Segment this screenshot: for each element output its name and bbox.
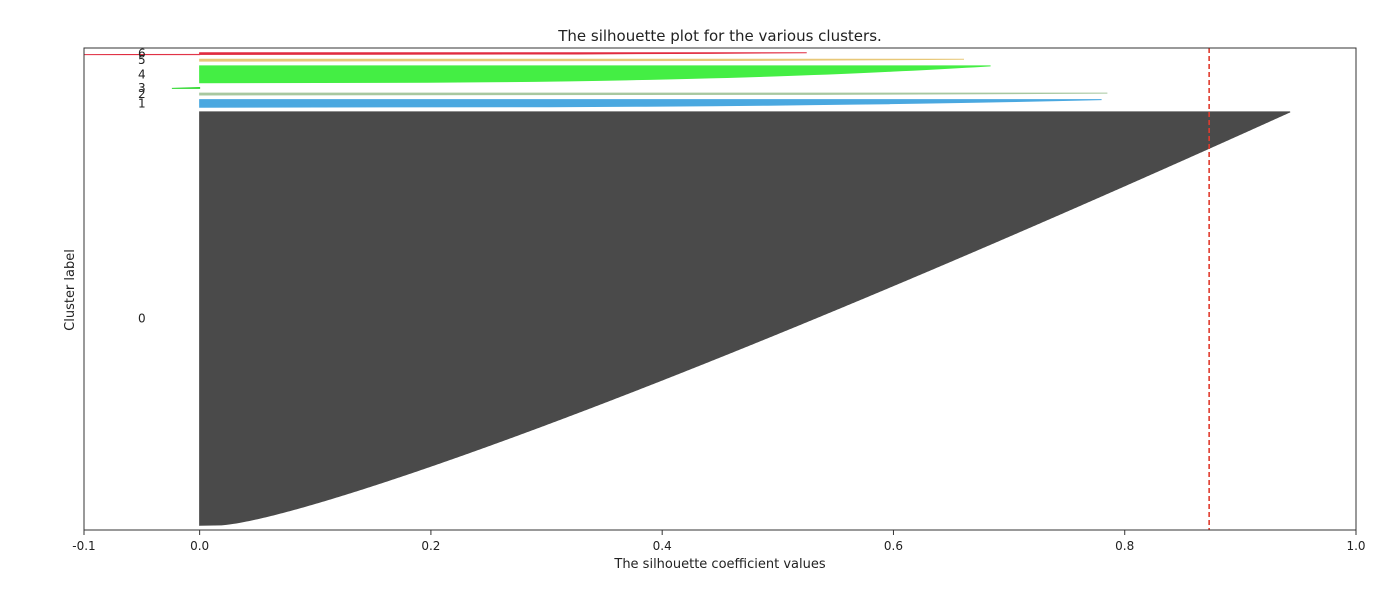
x-tick-label: 0.8: [1115, 539, 1134, 553]
silhouette-cluster-0: [199, 111, 1291, 526]
cluster-label-3: 3: [138, 81, 146, 95]
x-tick-label: 0.0: [190, 539, 209, 553]
x-axis-label: The silhouette coefficient values: [613, 557, 825, 572]
cluster-label-1: 1: [138, 96, 146, 110]
chart-title: The silhouette plot for the various clus…: [557, 27, 882, 45]
x-tick-label: 0.2: [421, 539, 440, 553]
cluster-label-5: 5: [138, 53, 146, 67]
cluster-label-0: 0: [138, 312, 146, 326]
x-ticks: -0.1 0.0 0.2 0.4 0.6 0.8 1.0: [72, 530, 1366, 553]
x-tick-label: 0.6: [884, 539, 903, 553]
y-axis-label: Cluster label: [63, 249, 78, 331]
silhouette-cluster-1: [199, 99, 1102, 108]
x-tick-label: -0.1: [72, 539, 95, 553]
cluster-label-4: 4: [138, 67, 146, 81]
x-tick-label: 0.4: [653, 539, 672, 553]
x-tick-label: 1.0: [1346, 539, 1365, 553]
cluster-label-2: 2: [138, 87, 146, 101]
plot-layer: [83, 52, 1291, 526]
silhouette-cluster-4: [199, 65, 991, 84]
silhouette-cluster-2: [199, 92, 1108, 96]
silhouette-cluster-3: [171, 86, 201, 89]
axes-frame: [83, 47, 1357, 531]
silhouette-cluster-5: [199, 58, 964, 62]
cluster-label-6: 6: [138, 47, 146, 61]
silhouette-cluster-6: [83, 52, 807, 56]
